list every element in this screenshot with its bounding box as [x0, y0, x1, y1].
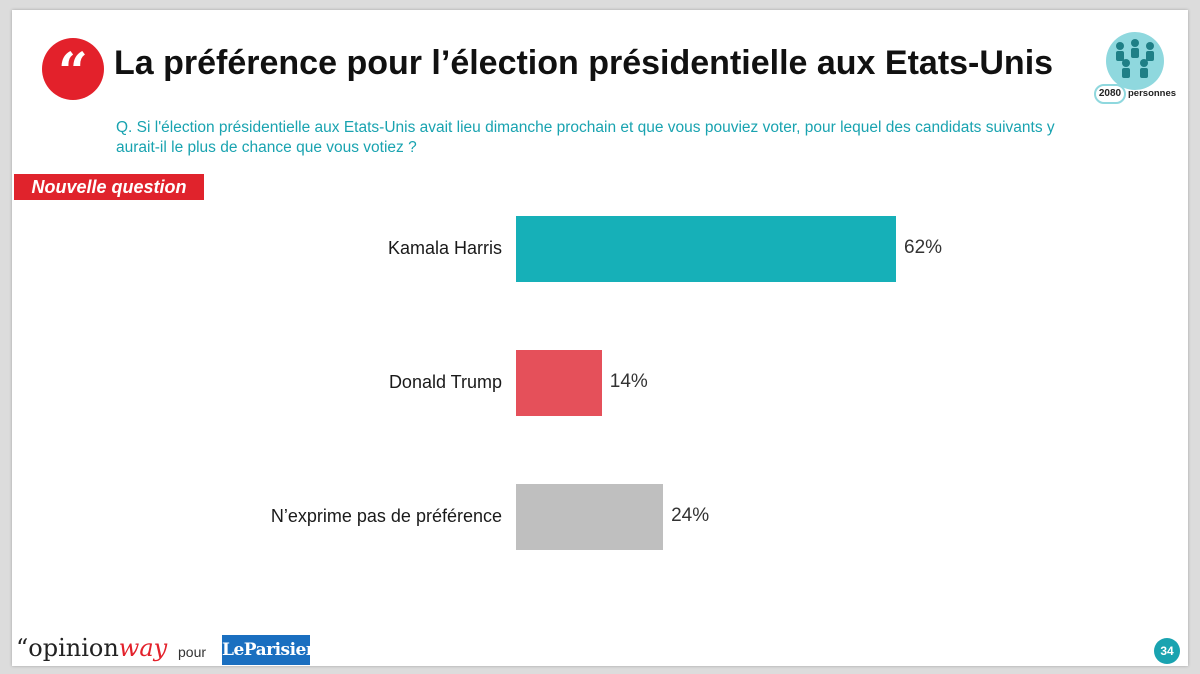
- sample-label: personnes: [1128, 88, 1177, 99]
- survey-question: Q. Si l'élection présidentielle aux Etat…: [116, 119, 1055, 156]
- category-label-no-preference: N’exprime pas de préférence: [270, 506, 502, 526]
- quote-glyph: “: [58, 42, 88, 103]
- slide: “ La préférence pour l’élection présiden…: [12, 10, 1188, 666]
- page-number: 34: [1154, 638, 1180, 664]
- bar-harris: [516, 216, 896, 282]
- category-label-harris: Kamala Harris: [387, 238, 502, 258]
- quote-icon: “: [42, 38, 104, 103]
- sample-size-indicator: 2080 personnes: [1094, 32, 1184, 108]
- bar-no-preference: [516, 484, 664, 550]
- value-label-harris: 62%: [904, 237, 943, 258]
- value-label-no-preference: 24%: [671, 505, 710, 526]
- new-question-badge: Nouvelle question: [14, 174, 204, 200]
- opinionway-logo: “opinionway: [16, 634, 167, 662]
- value-label-trump: 14%: [609, 371, 648, 392]
- sample-count: 2080: [1094, 84, 1126, 104]
- brand-prefix: “opinion: [16, 634, 119, 662]
- page-title: La préférence pour l’élection présidenti…: [114, 44, 1054, 82]
- bar-trump: [516, 350, 602, 416]
- pour-label: pour: [178, 644, 207, 660]
- people-group-icon: [1106, 32, 1164, 90]
- category-label-trump: Donald Trump: [388, 372, 502, 392]
- brand-suffix: way: [118, 634, 168, 662]
- le-parisien-logo: LeParisien: [222, 635, 318, 665]
